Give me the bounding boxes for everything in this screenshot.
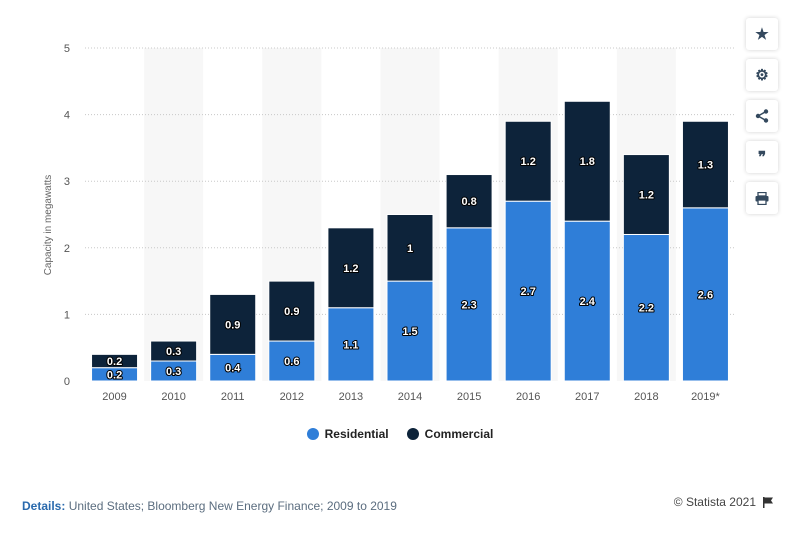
data-label: 0.6 (284, 356, 299, 368)
bar-commercial[interactable] (268, 280, 316, 342)
details-label: Details: (22, 499, 66, 513)
data-label: 2.2 (639, 303, 654, 315)
bar-commercial[interactable] (681, 120, 729, 209)
x-tick-label: 2011 (221, 391, 245, 403)
y-tick-label: 1 (64, 309, 70, 321)
legend-dot-commercial (406, 428, 419, 440)
bar-residential[interactable] (268, 340, 316, 382)
data-label: 1.8 (580, 156, 595, 168)
bar-commercial[interactable] (563, 100, 611, 222)
plot-band (144, 48, 204, 381)
share-icon (755, 109, 769, 123)
data-label: 1.1 (343, 339, 358, 351)
print-icon (755, 191, 769, 205)
bar-residential[interactable] (445, 227, 493, 382)
data-label: 1.2 (639, 190, 654, 202)
print-button[interactable] (746, 182, 778, 214)
y-tick-label: 3 (64, 176, 70, 188)
legend-label-residential: Residential (324, 427, 389, 441)
cite-button[interactable]: ❞ (746, 141, 778, 173)
bar-commercial[interactable] (622, 154, 670, 235)
chart-toolbar: ★ ⚙ ❞ (746, 18, 780, 214)
bar-commercial[interactable] (209, 293, 257, 355)
legend-item-commercial[interactable]: Commercial (406, 427, 494, 441)
x-tick-label: 2012 (280, 391, 304, 403)
legend-dot-residential (306, 428, 319, 440)
bar-commercial[interactable] (386, 214, 434, 282)
data-label: 0.2 (107, 369, 122, 381)
y-tick-label: 5 (64, 43, 70, 55)
data-label: 0.4 (225, 363, 241, 375)
source-details: Details: United States; Bloomberg New En… (22, 499, 397, 513)
share-button[interactable] (746, 100, 778, 132)
y-tick-label: 4 (64, 110, 70, 122)
bar-commercial[interactable] (445, 174, 493, 229)
legend: Residential Commercial (0, 427, 800, 441)
data-label: 2.7 (521, 286, 536, 298)
x-tick-label: 2015 (457, 391, 481, 403)
y-tick-label: 2 (64, 243, 70, 255)
x-tick-label: 2010 (161, 391, 185, 403)
y-tick-label: 0 (64, 376, 70, 388)
bar-commercial[interactable] (504, 120, 552, 202)
settings-button[interactable]: ⚙ (746, 59, 778, 91)
bar-residential[interactable] (327, 307, 375, 382)
data-label: 0.3 (166, 346, 181, 358)
data-label: 0.9 (284, 306, 299, 318)
data-label: 2.3 (461, 299, 476, 311)
bar-commercial[interactable] (91, 353, 139, 369)
bar-commercial[interactable] (150, 340, 198, 362)
data-label: 1.2 (343, 263, 358, 275)
data-label: 2.4 (580, 296, 596, 308)
data-label: 1 (407, 243, 413, 255)
data-label: 1.2 (521, 156, 536, 168)
data-label: 0.8 (461, 196, 476, 208)
x-tick-label: 2009 (102, 391, 126, 403)
x-tick-label: 2013 (339, 391, 363, 403)
data-label: 0.2 (107, 356, 122, 368)
favorite-button[interactable]: ★ (746, 18, 778, 50)
data-label: 0.9 (225, 319, 240, 331)
details-text: United States; Bloomberg New Energy Fina… (68, 499, 397, 513)
bar-residential[interactable] (386, 280, 434, 382)
bar-commercial[interactable] (327, 227, 375, 309)
legend-item-residential[interactable]: Residential (306, 427, 389, 441)
legend-label-commercial: Commercial (424, 427, 494, 441)
x-tick-label: 2014 (398, 391, 422, 403)
bar-residential[interactable] (681, 207, 729, 382)
data-label: 0.3 (166, 366, 181, 378)
credit-text: © Statista 2021 (673, 495, 756, 509)
star-icon: ★ (755, 26, 769, 43)
data-label: 2.6 (698, 289, 713, 301)
quote-icon: ❞ (757, 149, 767, 166)
flag-icon (763, 497, 773, 508)
bar-residential[interactable] (563, 220, 611, 382)
x-tick-label: 2018 (634, 391, 658, 403)
statista-credit[interactable]: © Statista 2021 (674, 495, 774, 509)
data-label: 1.3 (698, 160, 713, 172)
x-tick-label: 2016 (516, 391, 540, 403)
data-label: 1.5 (402, 326, 417, 338)
y-axis-title: Capacity in megawatts (43, 175, 54, 276)
gear-icon: ⚙ (755, 67, 769, 84)
x-tick-label: 2019* (691, 391, 720, 403)
x-tick-label: 2017 (575, 391, 599, 403)
bar-residential[interactable] (209, 353, 257, 382)
